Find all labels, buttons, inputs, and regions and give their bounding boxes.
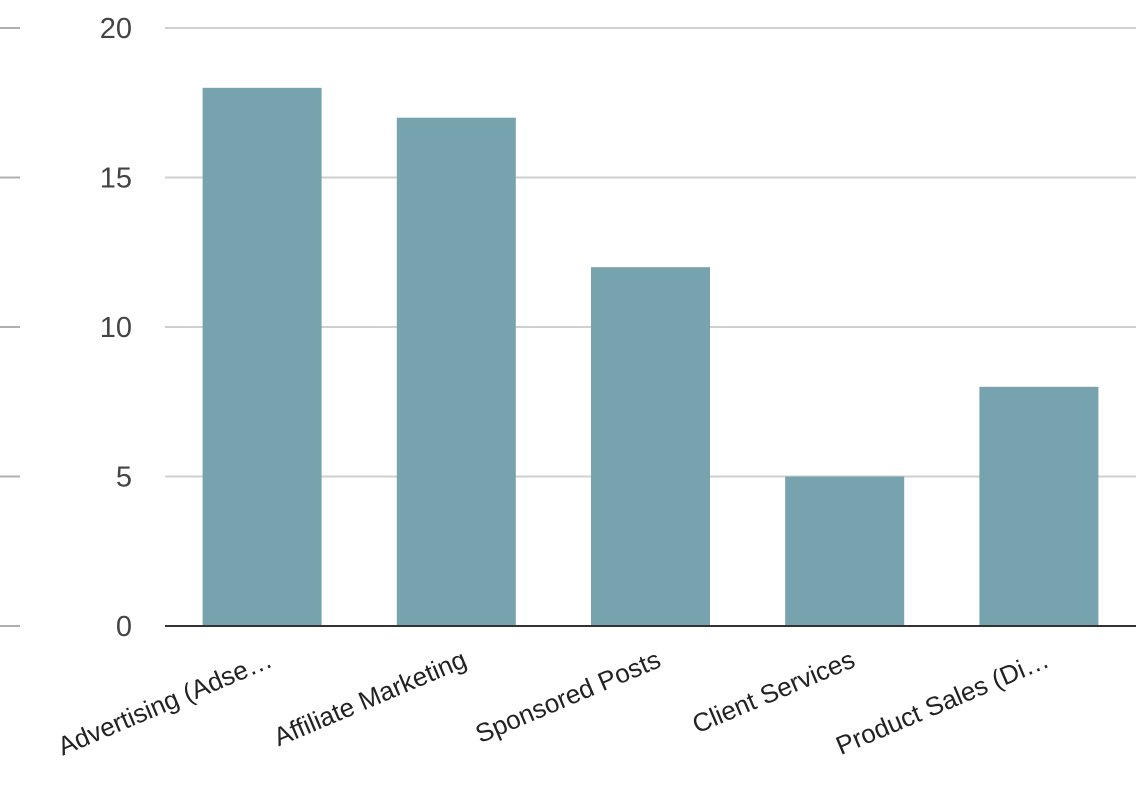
y-tick-label: 20: [100, 13, 132, 45]
y-tick-label: 0: [116, 611, 132, 643]
bar: [785, 476, 905, 626]
x-category-label: Advertising (Adse…: [53, 644, 276, 761]
x-category-label: Sponsored Posts: [471, 644, 665, 749]
axes: [0, 27, 1136, 627]
y-tick-label: 10: [100, 312, 132, 344]
bar: [591, 267, 710, 626]
bar: [979, 386, 1099, 626]
y-tick-label: 15: [100, 163, 132, 195]
x-category-label: Client Services: [688, 644, 859, 739]
y-tick-label: 5: [116, 462, 132, 494]
bar: [202, 87, 322, 627]
bar: [396, 117, 516, 626]
bars: [202, 87, 1099, 627]
x-category-label: Affiliate Marketing: [269, 644, 471, 752]
x-category-label: Product Sales (Di…: [831, 644, 1053, 761]
